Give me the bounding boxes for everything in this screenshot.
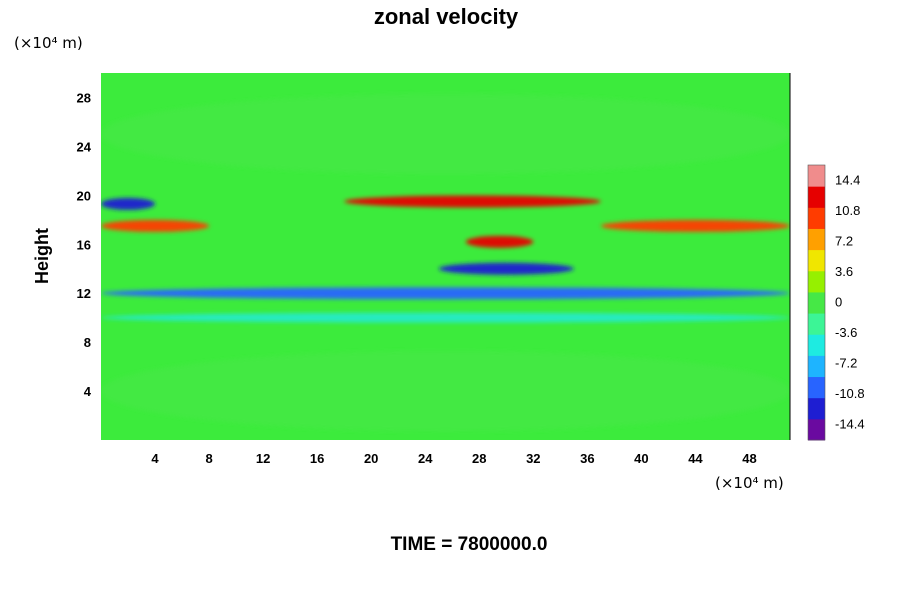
time-label: TIME = 7800000.0 xyxy=(391,534,548,555)
x-unit-label: (×10⁴ m) xyxy=(715,474,784,492)
y-unit-label: (×10⁴ m) xyxy=(14,34,83,52)
field-feature-7 xyxy=(101,312,790,323)
colorbar-tick-label: 0 xyxy=(835,295,842,310)
colorbar-segment xyxy=(808,249,825,272)
y-tick-label: 4 xyxy=(84,384,92,399)
colorbar-segment xyxy=(808,207,825,229)
colorbar-tick-label: -3.6 xyxy=(835,325,857,340)
field-feature-2 xyxy=(344,195,601,208)
colorbar-tick-label: -14.4 xyxy=(835,417,865,432)
x-tick-label: 8 xyxy=(205,451,212,466)
x-tick-label: 28 xyxy=(472,451,486,466)
colorbar-segment xyxy=(808,165,825,187)
x-tick-label: 36 xyxy=(580,451,594,466)
colorbar-segment xyxy=(808,355,825,378)
field-feature-4 xyxy=(600,219,790,232)
colorbar-segment xyxy=(808,313,825,335)
velocity-field xyxy=(101,94,790,432)
field-feature-5 xyxy=(438,262,574,275)
colorbar-tick-label: -7.2 xyxy=(835,356,857,371)
x-axis-ticks: 4 8 12 16 20 24 28 32 36 40 44 48 xyxy=(151,451,756,466)
field-feature-0 xyxy=(101,197,156,210)
field-feature-3 xyxy=(465,235,534,248)
field-feature-1 xyxy=(101,219,210,232)
x-tick-label: 4 xyxy=(151,451,159,466)
y-tick-label: 8 xyxy=(84,335,91,350)
x-tick-label: 24 xyxy=(418,451,433,466)
y-tick-label: 28 xyxy=(77,90,91,105)
field-feature-6 xyxy=(101,287,790,300)
colorbar-segment xyxy=(808,376,825,399)
x-tick-label: 44 xyxy=(688,451,703,466)
colorbar-tick-label: -10.8 xyxy=(835,386,865,401)
x-tick-label: 12 xyxy=(256,451,270,466)
field-feature-8 xyxy=(101,94,790,175)
y-tick-label: 24 xyxy=(77,139,92,154)
chart-title: zonal velocity xyxy=(374,4,519,29)
colorbar xyxy=(807,164,826,441)
y-tick-label: 12 xyxy=(77,286,91,301)
colorbar-segment xyxy=(808,291,825,314)
y-tick-label: 20 xyxy=(77,188,91,203)
x-tick-label: 16 xyxy=(310,451,324,466)
colorbar-tick-label: 3.6 xyxy=(835,264,853,279)
colorbar-segment xyxy=(808,418,825,441)
y-tick-label: 16 xyxy=(77,237,91,252)
colorbar-segment xyxy=(808,334,825,356)
colorbar-segment xyxy=(808,397,825,420)
colorbar-segment xyxy=(808,228,825,251)
x-tick-label: 20 xyxy=(364,451,378,466)
x-tick-label: 40 xyxy=(634,451,648,466)
colorbar-tick-label: 7.2 xyxy=(835,233,853,248)
x-tick-label: 48 xyxy=(742,451,756,466)
colorbar-tick-label: 14.4 xyxy=(835,172,860,187)
colorbar-segment xyxy=(808,270,825,293)
y-axis-label: Height xyxy=(32,228,52,284)
y-axis-ticks: 4 8 12 16 20 24 28 xyxy=(77,90,92,399)
colorbar-segment xyxy=(808,186,825,208)
field-feature-9 xyxy=(101,351,790,432)
colorbar-tick-labels: 14.4 10.8 7.2 3.6 0 -3.6 -7.2 -10.8 -14.4 xyxy=(835,172,865,431)
colorbar-tick-label: 10.8 xyxy=(835,203,860,218)
x-tick-label: 32 xyxy=(526,451,540,466)
